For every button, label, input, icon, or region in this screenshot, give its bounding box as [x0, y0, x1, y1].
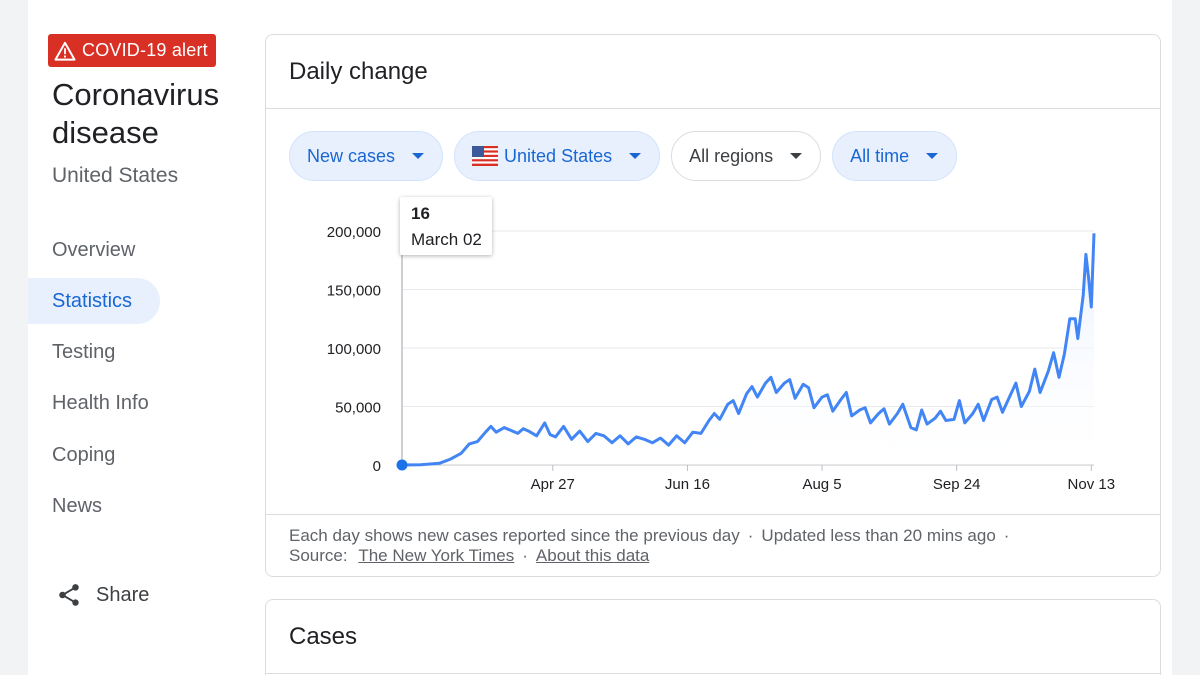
share-label: Share: [96, 583, 150, 606]
separator-dot: ·: [747, 526, 754, 545]
country-subtitle: United States: [52, 164, 179, 187]
x-tick-label: Sep 24: [933, 476, 981, 493]
source-label: Source:: [289, 546, 348, 565]
page-gutter-right: [1172, 0, 1200, 675]
time-range-dropdown[interactable]: All time: [832, 131, 958, 181]
footer-updated: Updated less than 20 mins ago: [761, 526, 996, 545]
nav-item-label: Statistics: [52, 289, 133, 312]
separator-dot: ·: [1003, 526, 1010, 545]
alert-label: COVID-19 alert: [82, 40, 208, 60]
region-dropdown-label: All regions: [689, 145, 774, 166]
daily-cases-chart-svg: 0 50,000 100,000 150,000 200,000 Apr 27 Jun 16…: [327, 207, 1116, 493]
sidebar-nav: Overview Statistics Testing Health Info …: [28, 227, 238, 535]
y-tick-label: 150,000: [327, 283, 381, 300]
share-icon: [59, 584, 79, 606]
daily-change-title: Daily change: [266, 35, 1160, 109]
separator-dot: ·: [522, 546, 528, 565]
caret-down-icon: [629, 153, 642, 159]
caret-down-icon: [412, 153, 425, 159]
filter-bar: New cases United States All regions All …: [289, 131, 968, 181]
y-tick-label: 100,000: [327, 341, 381, 358]
x-tick-label: Apr 27: [531, 476, 575, 493]
chart-footer: Each day shows new cases reported since …: [266, 514, 1160, 566]
location-dropdown[interactable]: United States: [454, 131, 661, 181]
series-line: [401, 233, 1096, 467]
tooltip-date: March 02: [411, 230, 482, 249]
footer-description: Each day shows new cases reported since …: [289, 526, 740, 545]
y-tick-label: 50,000: [335, 400, 381, 417]
x-tick-label: Jun 16: [665, 476, 710, 493]
nav-item-label: Testing: [52, 341, 116, 364]
time-range-dropdown-label: All time: [850, 145, 910, 166]
location-dropdown-label: United States: [504, 145, 613, 166]
x-tick-label: Nov 13: [1068, 476, 1116, 493]
page-title: Coronavirus disease: [52, 77, 220, 150]
about-data-link[interactable]: About this data: [535, 546, 650, 565]
tooltip-value: 16: [411, 204, 430, 223]
series-area: [402, 233, 1094, 465]
sidebar: COVID-19 alert Coronavirus disease Unite…: [28, 0, 238, 675]
nav-item-label: Health Info: [52, 392, 149, 415]
nav-item-coping[interactable]: Coping: [28, 432, 238, 478]
warning-triangle-icon: [54, 41, 76, 61]
y-tick-label: 0: [373, 458, 381, 475]
x-tick-label: Aug 5: [802, 476, 841, 493]
nav-item-testing[interactable]: Testing: [28, 330, 238, 376]
metric-dropdown[interactable]: New cases: [289, 131, 444, 181]
cases-card: Cases: [265, 599, 1161, 675]
highlight-point: [396, 459, 408, 471]
nav-item-news[interactable]: News: [28, 483, 238, 529]
daily-change-card: Daily change New cases United States All…: [265, 34, 1161, 577]
caret-down-icon: [790, 153, 803, 159]
nav-item-overview[interactable]: Overview: [28, 227, 238, 273]
region-dropdown[interactable]: All regions: [671, 131, 822, 181]
daily-cases-chart[interactable]: 0 50,000 100,000 150,000 200,000 Apr 27 Jun 16…: [266, 195, 1160, 495]
nav-item-label: News: [52, 494, 103, 517]
caret-down-icon: [926, 153, 939, 159]
nav-item-health-info[interactable]: Health Info: [28, 381, 238, 427]
cases-title: Cases: [266, 600, 1160, 674]
share-button[interactable]: Share: [56, 582, 149, 608]
nav-item-label: Overview: [52, 238, 136, 261]
page-gutter-left: [0, 0, 28, 675]
metric-dropdown-label: New cases: [307, 145, 396, 166]
nav-item-label: Coping: [52, 443, 116, 466]
footer-line-1: Each day shows new cases reported since …: [289, 526, 1160, 546]
y-tick-label: 200,000: [327, 224, 381, 241]
source-link[interactable]: The New York Times: [358, 546, 515, 565]
chart-tooltip: 16 March 02: [400, 197, 492, 255]
footer-line-2: Source: The New York Times · About this da…: [289, 546, 1160, 566]
nav-item-statistics[interactable]: Statistics: [28, 278, 160, 325]
covid-alert-badge[interactable]: COVID-19 alert: [48, 34, 216, 67]
us-flag-icon: [472, 146, 499, 166]
